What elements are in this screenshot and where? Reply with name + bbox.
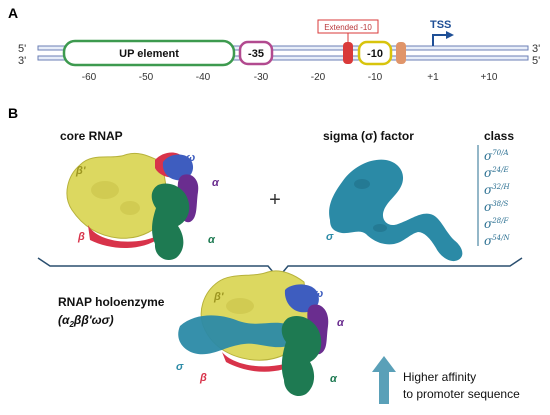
omega-label: ω (186, 152, 195, 164)
beta-label: β (77, 231, 85, 243)
sigma-class-list: σ70/A σ24/E σ32/H σ38/S σ28/F σ54/N (484, 149, 510, 248)
up-element-label: UP element (119, 48, 179, 60)
position-axis: -60 -50 -40 -30 -20 -10 +1 +10 (82, 72, 498, 83)
tss-label: TSS (430, 19, 451, 31)
alpha-label-purple: α (212, 177, 220, 189)
class-heading: class (484, 129, 514, 143)
sigma-class-item: σ32/H (484, 183, 510, 197)
core-rnap-heading: core RNAP (60, 129, 123, 143)
core-rnap-structure (66, 152, 199, 261)
holoenzyme-composition: (α2ββ'ωσ) (58, 313, 114, 329)
minus10-label: -10 (367, 48, 383, 60)
dna-duplex (37, 45, 529, 61)
affinity-text-line2: to promoter sequence (403, 387, 520, 401)
sigma-factor-heading: sigma (σ) factor (323, 129, 414, 143)
tss-arrow (432, 31, 454, 46)
extended-minus10-element: Extended -10 (317, 19, 379, 64)
sigma-factor-structure (329, 159, 463, 262)
tick-label: -50 (139, 72, 154, 83)
sigma-class-item: σ28/F (484, 217, 509, 231)
extended-minus10-label: Extended -10 (324, 23, 372, 32)
tick-label: +10 (481, 72, 498, 83)
tick-label: -60 (82, 72, 97, 83)
holo-sigma-label: σ (176, 361, 184, 373)
strand-bottom-right: 5' (532, 55, 540, 67)
minus10-box: -10 (357, 40, 393, 66)
minus35-box: -35 (238, 40, 274, 66)
minus35-label: -35 (248, 48, 264, 60)
up-element-box: UP element (62, 39, 236, 67)
strand-top-left: 5' (18, 43, 26, 55)
holoenzyme-structure (178, 270, 329, 397)
sigma-class-item: σ38/S (484, 200, 508, 214)
sigma-class-item: σ54/N (484, 234, 510, 248)
affinity-text-line1: Higher affinity (403, 370, 476, 384)
plus-sign: + (269, 189, 281, 211)
tick-label: -10 (368, 72, 383, 83)
tick-label: -40 (196, 72, 211, 83)
sigma-label: σ (326, 231, 334, 243)
strand-bottom-left: 3' (18, 55, 26, 67)
tick-label: -20 (311, 72, 326, 83)
holo-beta-prime-label: β' (213, 291, 224, 303)
tick-label: -30 (254, 72, 269, 83)
sigma-class-item: σ70/A (484, 149, 509, 163)
beta-prime-label: β' (75, 165, 86, 177)
panel-b-label: B (8, 105, 18, 121)
holo-omega-label: ω (314, 288, 323, 300)
holoenzyme-title: RNAP holoenzyme (58, 295, 165, 309)
holo-beta-label: β (199, 372, 207, 384)
affinity-arrow (372, 356, 396, 404)
panel-a-label: A (8, 5, 18, 21)
sigma-class-item: σ24/E (484, 166, 509, 180)
holo-alpha-label-green: α (330, 373, 338, 385)
holo-alpha-label-purple: α (337, 317, 345, 329)
discriminator-element (396, 42, 406, 64)
strand-top-right: 3' (532, 43, 540, 55)
tick-label: +1 (427, 72, 439, 83)
alpha-label-green: α (208, 234, 216, 246)
